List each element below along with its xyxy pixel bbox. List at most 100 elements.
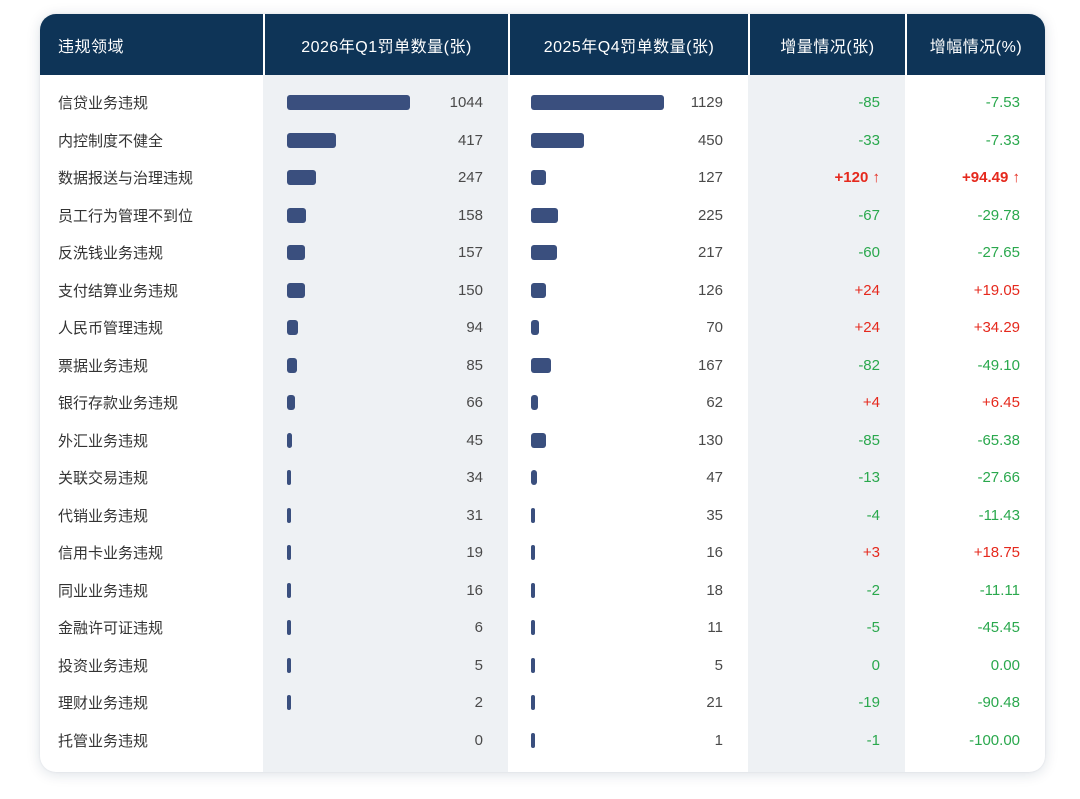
q4-value: 11 — [707, 619, 723, 637]
q4-value: 21 — [706, 694, 723, 712]
delta-value: -13 — [858, 469, 880, 487]
q1-bar — [287, 582, 291, 598]
pct-value: -45.45 — [977, 619, 1020, 637]
q4-bar — [531, 282, 546, 298]
q4-bar — [531, 432, 546, 448]
q1-value: 5 — [474, 656, 483, 674]
q4-cell: 126 — [508, 272, 748, 310]
violation-label: 数据报送与治理违规 — [58, 170, 194, 188]
q1-value: 19 — [466, 544, 483, 562]
q4-cell: 16 — [508, 534, 748, 572]
table-row: 员工行为管理不到位 158 225 -67 -29.78 — [40, 197, 1045, 235]
q4-value: 127 — [697, 169, 723, 187]
pct-value: -100.00 — [969, 731, 1020, 749]
table-header-row: 违规领域 2026年Q1罚单数量(张) 2025年Q4罚单数量(张) 增量情况(… — [40, 14, 1045, 75]
q1-bar — [287, 320, 298, 336]
delta-value: -33 — [858, 131, 880, 149]
q1-cell: 5 — [263, 647, 508, 685]
delta-value: 0 — [871, 656, 880, 674]
q1-cell: 1044 — [263, 84, 508, 122]
delta-value: -5 — [866, 619, 880, 637]
q1-cell: 417 — [263, 122, 508, 160]
table-row: 信用卡业务违规 19 16 +3 +18.75 — [40, 534, 1045, 572]
q1-value: 1044 — [449, 94, 483, 112]
q1-bar — [287, 282, 305, 298]
q1-cell: 247 — [263, 159, 508, 197]
q4-bar — [531, 357, 551, 373]
q4-cell: 450 — [508, 122, 748, 160]
pct-value: -29.78 — [977, 206, 1020, 224]
q4-value: 167 — [697, 356, 723, 374]
q4-bar — [531, 95, 664, 111]
q1-bar — [287, 545, 291, 561]
q4-cell: 1129 — [508, 84, 748, 122]
q4-value: 1 — [714, 731, 723, 749]
table-row: 托管业务违规 0 1 -1 -100.00 — [40, 722, 1045, 760]
pct-value: -27.66 — [977, 469, 1020, 487]
q1-value: 66 — [466, 394, 483, 412]
pct-value: -11.11 — [979, 581, 1020, 599]
table-row: 支付结算业务违规 150 126 +24 +19.05 — [40, 272, 1045, 310]
q1-value: 34 — [466, 469, 483, 487]
violation-label: 理财业务违规 — [58, 695, 149, 713]
column-header-2025-q4-count: 2025年Q4罚单数量(张) — [508, 14, 748, 75]
q1-bar — [287, 620, 291, 636]
table-row: 内控制度不健全 417 450 -33 -7.33 — [40, 122, 1045, 160]
violation-label: 反洗钱业务违规 — [58, 245, 164, 263]
q1-bar — [287, 357, 297, 373]
q4-bar — [531, 732, 535, 748]
table-row: 代销业务违规 31 35 -4 -11.43 — [40, 497, 1045, 535]
pct-value: -90.48 — [977, 694, 1020, 712]
violation-label: 银行存款业务违规 — [58, 395, 179, 413]
column-header-pct-change: 增幅情况(%) — [905, 14, 1045, 75]
q4-value: 217 — [697, 244, 723, 262]
q1-cell: 0 — [263, 722, 508, 760]
violation-label: 投资业务违规 — [58, 657, 149, 675]
q1-bar — [287, 695, 291, 711]
delta-value: -19 — [858, 694, 880, 712]
q4-bar — [531, 207, 558, 223]
pct-value: -27.65 — [977, 244, 1020, 262]
q4-bar — [531, 132, 584, 148]
q4-bar — [531, 657, 535, 673]
violation-label: 信贷业务违规 — [58, 95, 149, 113]
delta-value: -2 — [866, 581, 880, 599]
violation-label: 托管业务违规 — [58, 732, 149, 750]
table-row: 反洗钱业务违规 157 217 -60 -27.65 — [40, 234, 1045, 272]
violation-label: 外汇业务违规 — [58, 432, 149, 450]
delta-column-shade — [748, 75, 905, 772]
q4-bar — [531, 320, 539, 336]
q4-cell: 11 — [508, 609, 748, 647]
q1-value: 45 — [466, 431, 483, 449]
q1-cell: 66 — [263, 384, 508, 422]
q1-bar — [287, 132, 336, 148]
q4-value: 225 — [697, 206, 723, 224]
table-row: 人民币管理违规 94 70 +24 +34.29 — [40, 309, 1045, 347]
table-row: 银行存款业务违规 66 62 +4 +6.45 — [40, 384, 1045, 422]
q1-cell: 34 — [263, 459, 508, 497]
q1-cell: 19 — [263, 534, 508, 572]
pct-value: +18.75 — [973, 544, 1020, 562]
q4-cell: 225 — [508, 197, 748, 235]
q4-cell: 130 — [508, 422, 748, 460]
q4-bar — [531, 245, 557, 261]
q1-value: 247 — [457, 169, 483, 187]
violation-label: 票据业务违规 — [58, 357, 149, 375]
delta-value: +24 — [854, 281, 880, 299]
violation-label: 代销业务违规 — [58, 507, 149, 525]
q1-cell: 85 — [263, 347, 508, 385]
table-body: 信贷业务违规 1044 1129 -85 -7.53 内控制度不健全 417 4… — [40, 75, 1045, 759]
q1-bar — [287, 207, 306, 223]
q1-cell: 157 — [263, 234, 508, 272]
pct-value: -7.53 — [985, 94, 1020, 112]
q1-cell: 150 — [263, 272, 508, 310]
table-row: 票据业务违规 85 167 -82 -49.10 — [40, 347, 1045, 385]
q1-value: 0 — [474, 731, 483, 749]
q1-value: 417 — [457, 131, 483, 149]
delta-value: -85 — [858, 431, 880, 449]
violation-label: 员工行为管理不到位 — [58, 207, 194, 225]
pct-value: -11.43 — [978, 506, 1020, 524]
delta-value: -67 — [858, 206, 880, 224]
q1-cell: 6 — [263, 609, 508, 647]
violation-label: 金融许可证违规 — [58, 620, 164, 638]
